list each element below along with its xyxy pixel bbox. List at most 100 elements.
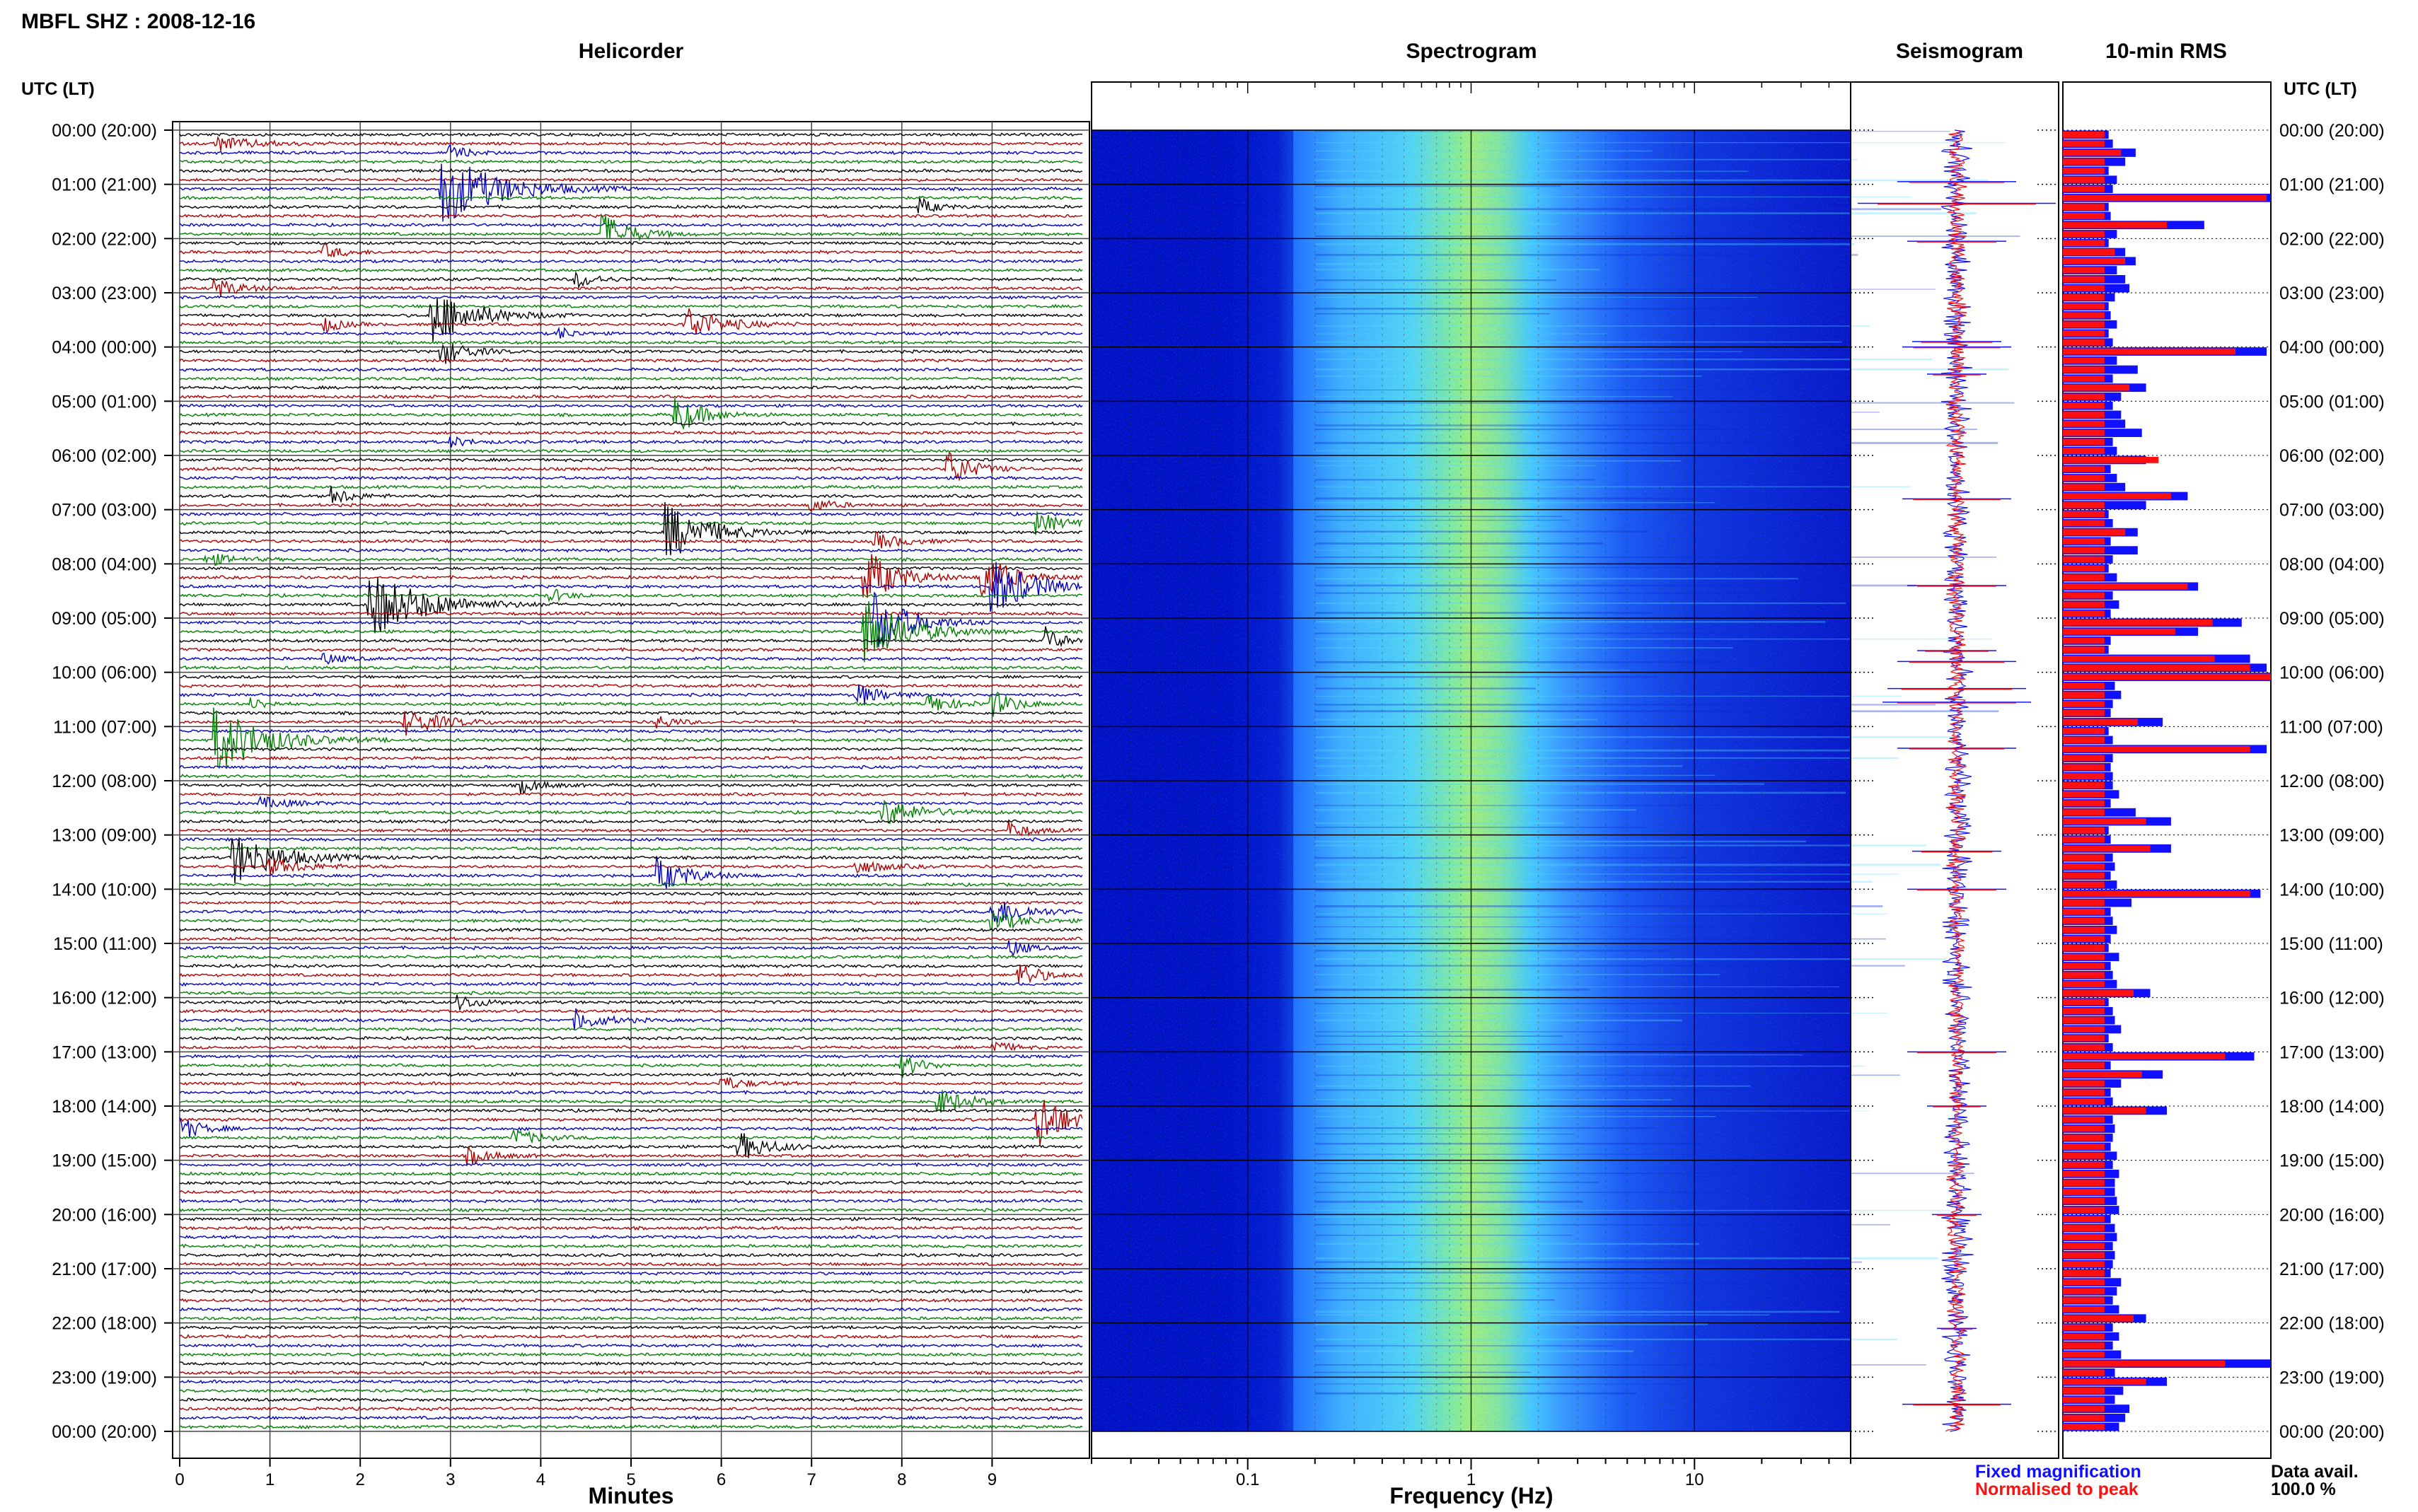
helicorder-trace [179, 168, 1083, 173]
spectrogram-streak [1314, 150, 1653, 152]
helicorder-trace [179, 1388, 1083, 1393]
spectrogram-streak [1314, 822, 1564, 825]
rms-bar-normalised [2063, 140, 2105, 147]
rms-bar-normalised [2063, 376, 2105, 382]
hour-label-left: 00:00 (20:00) [52, 121, 157, 141]
rms-bar-normalised [2063, 384, 2130, 391]
helicorder-x-tick-label: 2 [356, 1470, 365, 1489]
helicorder-trace [179, 846, 1083, 851]
helicorder-trace [179, 791, 1083, 797]
helicorder-trace [179, 385, 1083, 390]
hour-label-right: 15:00 (11:00) [2279, 934, 2383, 954]
spectrogram-streak [1314, 556, 1997, 558]
hour-label-left: 23:00 (19:00) [52, 1368, 157, 1388]
helicorder-trace [179, 963, 1083, 969]
rms-bar-normalised [2063, 963, 2105, 970]
spectrogram-streak [1314, 542, 1604, 545]
rms-bar-normalised [2063, 303, 2105, 310]
hour-label-left: 12:00 (08:00) [52, 772, 157, 791]
spectrogram-streak [1314, 402, 2015, 404]
rms-bar-normalised [2063, 1405, 2105, 1412]
spectrogram-streak [1314, 989, 1590, 991]
helicorder-trace [179, 927, 1083, 933]
rms-bar-normalised [2063, 1035, 2105, 1042]
helicorder-trace [179, 366, 1083, 373]
spectrogram-streak [1314, 844, 1927, 847]
rms-bar-normalised [2063, 1197, 2105, 1204]
rms-bar-normalised [2063, 221, 2167, 228]
rms-bar-normalised [2063, 809, 2105, 816]
spectrogram-streak [1314, 1314, 1769, 1316]
helicorder-trace [179, 195, 1083, 200]
rms-bar-normalised [2063, 1333, 2105, 1340]
hour-label-right: 10:00 (06:00) [2279, 663, 2385, 683]
hour-label-right: 07:00 (03:00) [2279, 501, 2385, 521]
helicorder-trace [179, 511, 1083, 535]
helicorder-trace [179, 1379, 1083, 1384]
rms-bar-normalised [2063, 412, 2105, 418]
helicorder-trace [179, 577, 1083, 634]
spectrogram-streak [1314, 1345, 1614, 1347]
helicorder-trace [179, 326, 1083, 339]
spectrogram-streak [1314, 351, 1743, 352]
frequency-axis-label: Frequency (Hz) [1389, 1483, 1553, 1508]
spectrogram-streak [1314, 424, 1712, 426]
spectrogram-streak [1314, 958, 1947, 960]
rms-bar-normalised [2063, 1388, 2105, 1394]
spectrogram-streak [1314, 185, 1561, 187]
rms-bar-normalised [2063, 637, 2105, 644]
rms-bar-normalised [2063, 673, 2271, 680]
spectrogram-streak [1314, 638, 1992, 640]
rms-bar-normalised [2063, 1017, 2105, 1024]
helicorder-trace [179, 554, 1083, 598]
helicorder-trace [179, 747, 1083, 752]
hour-label-left: 00:00 (20:00) [52, 1422, 157, 1442]
rms-bar-normalised [2063, 1360, 2226, 1367]
helicorder-trace [179, 1424, 1083, 1430]
helicorder-trace [179, 601, 1083, 663]
rms-bar-normalised [2063, 755, 2105, 762]
spectrogram-streak [1314, 1350, 1633, 1353]
helicorder-x-tick-label: 3 [446, 1470, 455, 1489]
spectrogram-x-tick-label: 0.1 [1236, 1470, 1259, 1489]
rms-bar-normalised [2063, 457, 2159, 463]
hour-label-right: 06:00 (02:00) [2279, 446, 2385, 466]
hour-label-left: 22:00 (18:00) [52, 1314, 157, 1334]
rms-bar-normalised [2063, 953, 2105, 960]
rms-bar-normalised [2063, 989, 2134, 996]
hour-label-right: 00:00 (20:00) [2279, 121, 2385, 141]
rms-bar-normalised [2063, 1279, 2105, 1286]
spectrogram-streak [1314, 131, 1950, 132]
spectrogram-streak [1314, 158, 1858, 161]
rms-bar-normalised [2063, 692, 2105, 699]
spectrogram-streak [1314, 441, 1998, 444]
helicorder-trace [179, 294, 1083, 300]
spectrogram-streak [1314, 549, 1531, 551]
spectrogram-streak [1314, 1364, 1926, 1366]
spectrogram-streak [1314, 1299, 1556, 1301]
helicorder-trace [179, 566, 1083, 571]
spectrogram-streak [1314, 1003, 1682, 1005]
helicorder-trace [179, 1307, 1083, 1312]
helicorder-trace [179, 485, 1083, 504]
helicorder-trace [179, 940, 1083, 958]
spectrogram-streak [1314, 254, 1858, 256]
hour-label-right: 13:00 (09:00) [2279, 826, 2385, 846]
rms-bar-normalised [2063, 194, 2267, 202]
hour-label-left: 05:00 (01:00) [52, 392, 157, 412]
helicorder-trace [179, 982, 1083, 987]
rms-bar-normalised [2063, 1225, 2105, 1231]
helicorder-trace [179, 1180, 1083, 1186]
helicorder-trace [179, 936, 1083, 941]
spectrogram-streak [1314, 375, 1702, 377]
helicorder-trace [179, 1090, 1083, 1113]
spectrogram-streak [1314, 1392, 1637, 1395]
rms-bar-normalised [2063, 312, 2105, 319]
minutes-axis-label: Minutes [589, 1483, 674, 1508]
helicorder-trace [179, 1198, 1083, 1204]
rms-bar-normalised [2063, 1170, 2105, 1177]
spectrogram-streak [1314, 341, 1842, 343]
rms-bar-normalised [2063, 936, 2105, 943]
helicorder-trace [179, 691, 1083, 717]
